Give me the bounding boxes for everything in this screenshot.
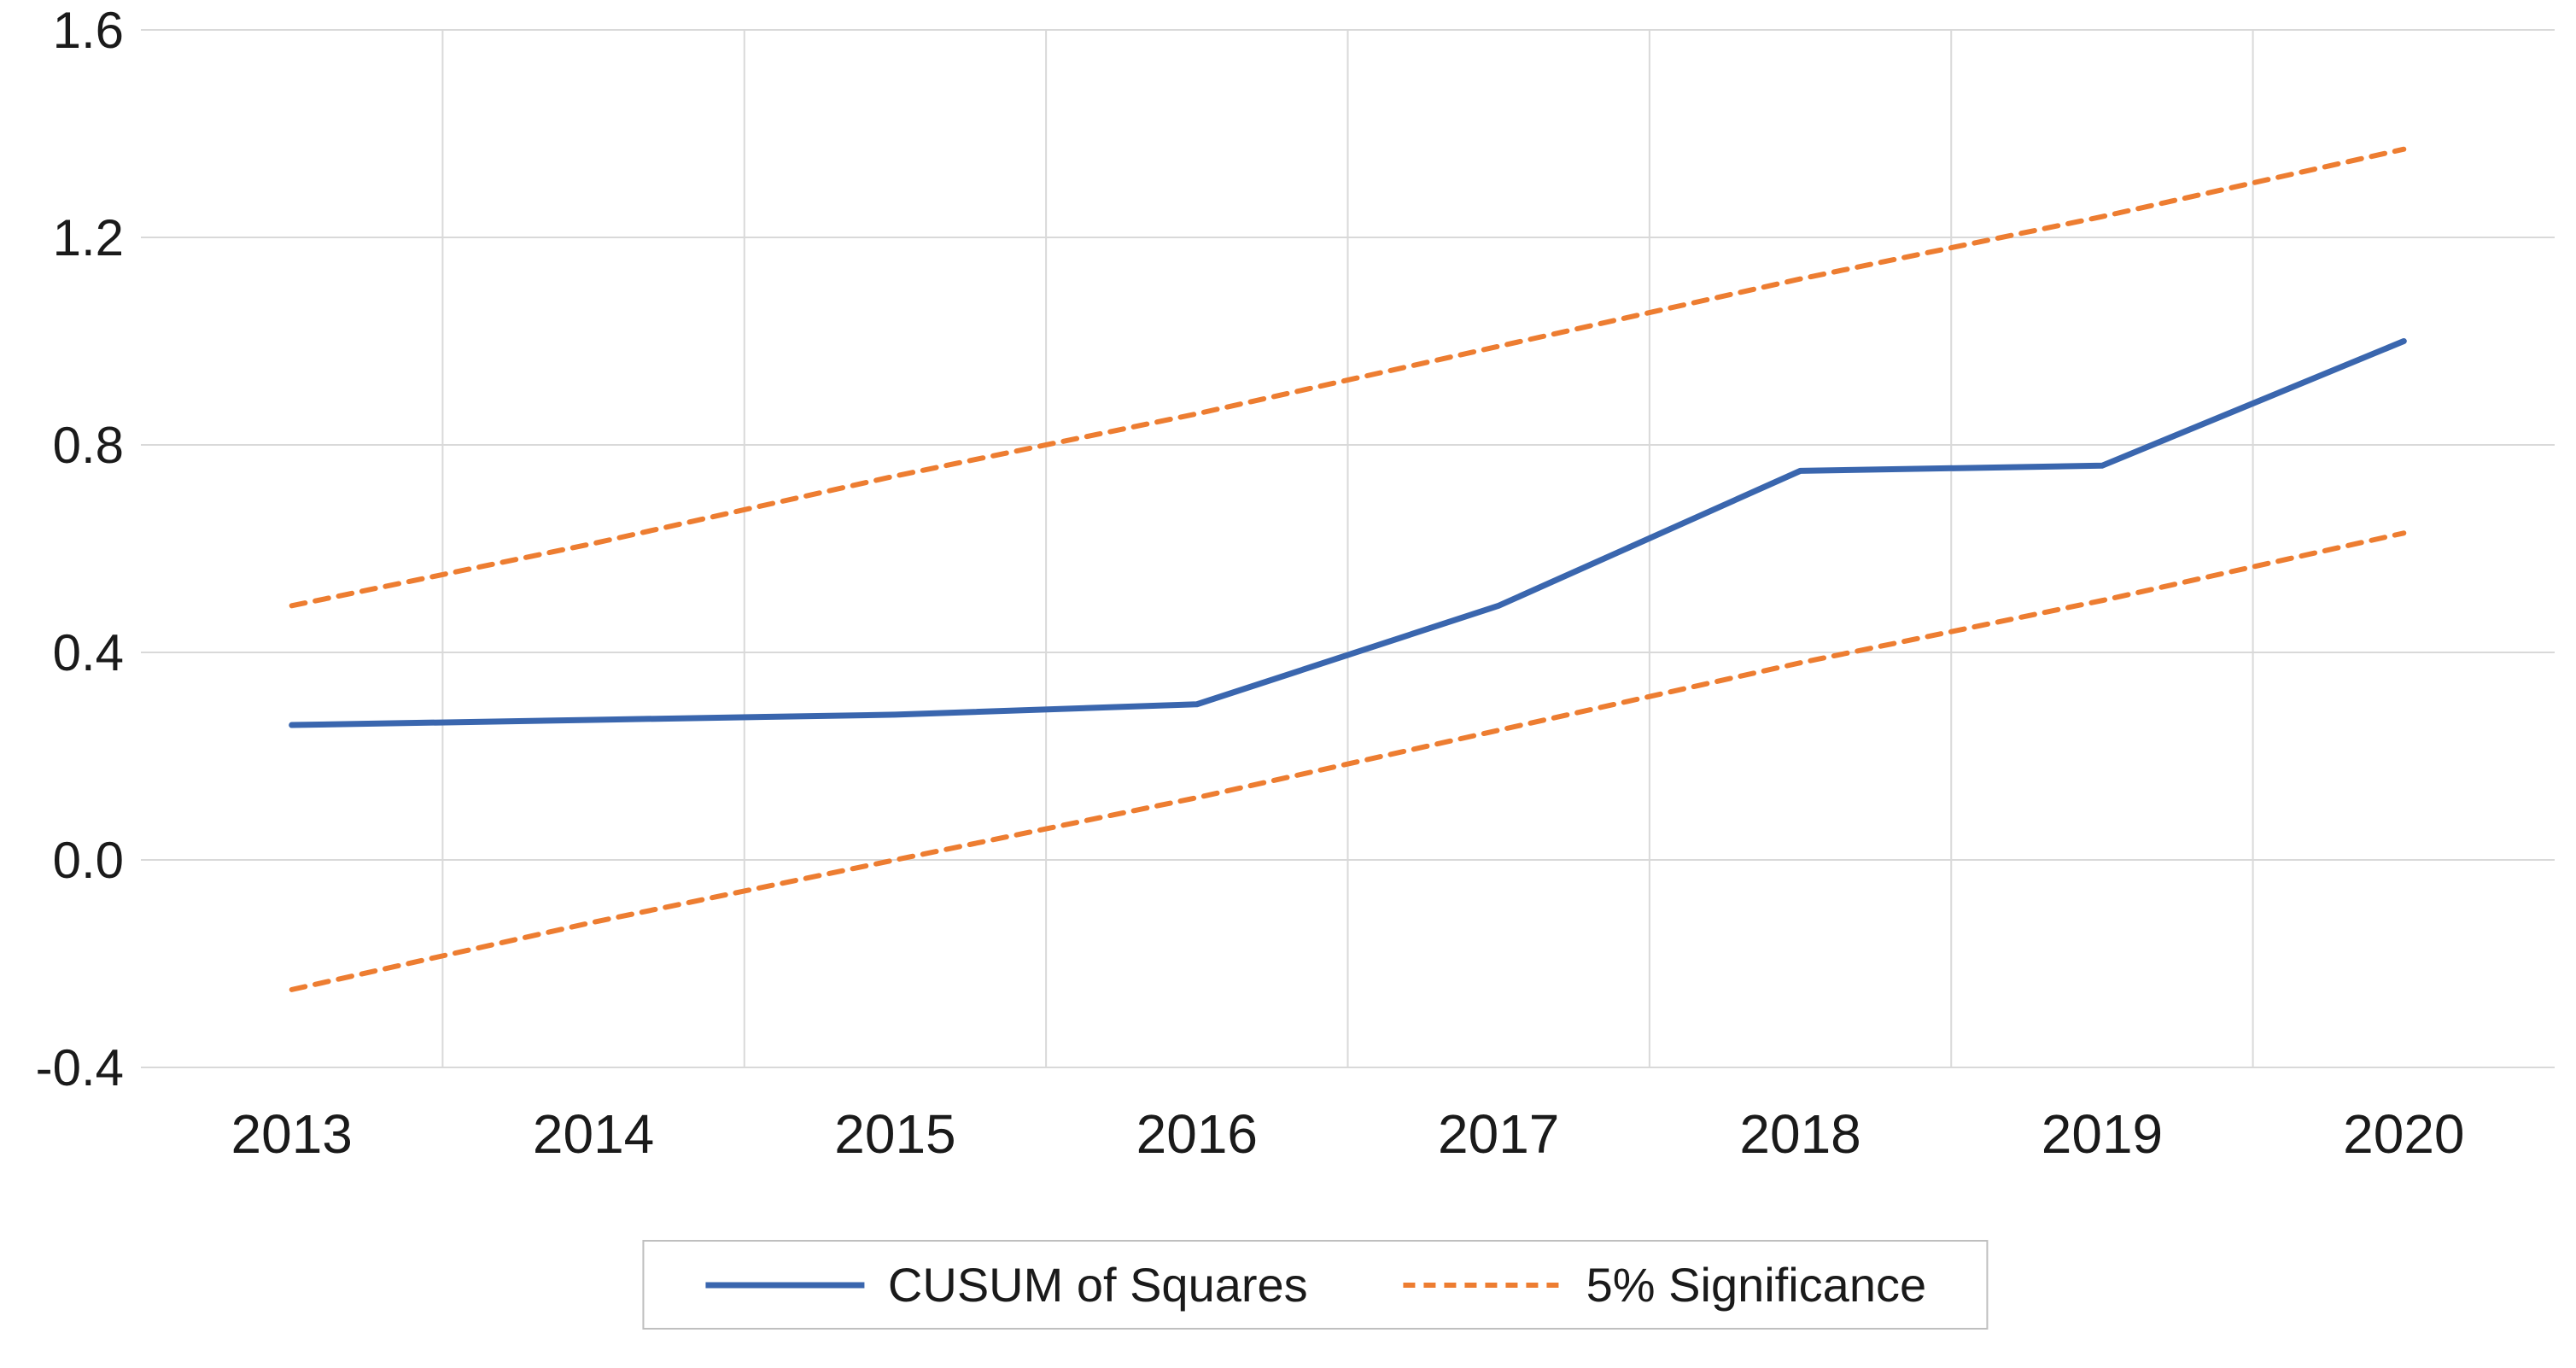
x-tick-label: 2017 [1438, 1103, 1559, 1165]
legend-item-cusum: CUSUM of Squares [704, 1257, 1308, 1312]
y-tick-label: 0.4 [53, 624, 124, 681]
x-tick-label: 2015 [834, 1103, 955, 1165]
x-tick-label: 2020 [2343, 1103, 2464, 1165]
y-tick-label: -0.4 [36, 1039, 124, 1096]
y-tick-label: 1.2 [53, 209, 124, 266]
series-line-1 [289, 146, 2407, 609]
x-tick-label: 2013 [231, 1103, 353, 1165]
y-tick-label: 0.0 [53, 832, 124, 889]
chart-canvas: 1.6 1.2 0.8 0.4 0.0 -0.4 2013 2014 2015 2016 2017 2… [36, 2, 2555, 1165]
legend-item-significance: 5% Significance [1402, 1257, 1926, 1312]
x-tick-label: 2018 [1739, 1103, 1860, 1165]
y-tick-label: 0.8 [53, 417, 124, 474]
legend-line-sample-dashed [1403, 1282, 1563, 1288]
legend-line-sample-solid [704, 1282, 864, 1288]
series-line-0 [289, 338, 2407, 728]
series-line-2 [289, 530, 2407, 992]
chart-legend: CUSUM of Squares 5% Significance [641, 1240, 1989, 1330]
x-tick-label: 2019 [2042, 1103, 2163, 1165]
x-tick-label: 2016 [1136, 1103, 1258, 1165]
y-tick-label: 1.6 [53, 2, 124, 59]
x-tick-label: 2014 [533, 1103, 654, 1165]
legend-label-cusum: CUSUM of Squares [887, 1258, 1308, 1312]
legend-label-significance: 5% Significance [1586, 1258, 1927, 1312]
